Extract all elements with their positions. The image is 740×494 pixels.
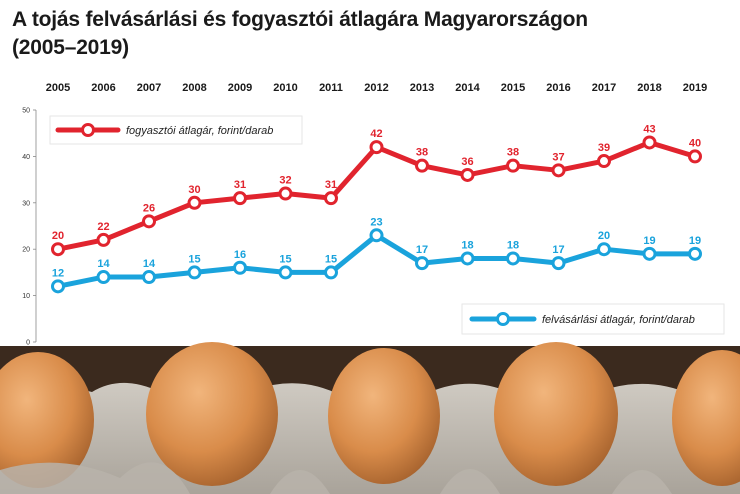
data-label-consumer: 39 (598, 142, 610, 154)
x-tick-label: 2007 (137, 82, 161, 94)
data-label-purchase: 12 (52, 267, 64, 279)
x-tick-label: 2016 (546, 82, 570, 94)
data-point-consumer (324, 191, 338, 206)
data-label-consumer: 38 (507, 147, 519, 159)
x-tick-label: 2008 (182, 82, 206, 94)
data-point-purchase (96, 270, 111, 285)
data-point-purchase (597, 242, 611, 257)
data-point-consumer (278, 186, 293, 201)
data-point-purchase (187, 265, 202, 280)
data-label-consumer: 30 (188, 184, 200, 196)
data-point-consumer (506, 158, 520, 173)
egg (672, 350, 740, 486)
x-tick-label: 2018 (637, 82, 661, 94)
legend-label-consumer: fogyasztói átlagár, forint/darab (126, 125, 273, 137)
egg (494, 342, 618, 486)
data-point-purchase (369, 228, 384, 243)
data-label-purchase: 19 (643, 235, 655, 247)
y-tick-label: 50 (22, 108, 30, 115)
data-label-consumer: 31 (325, 179, 337, 191)
egg (328, 348, 440, 484)
data-label-purchase: 18 (461, 239, 473, 251)
data-point-purchase (551, 256, 566, 271)
data-label-purchase: 15 (325, 253, 337, 265)
data-label-purchase: 16 (234, 249, 246, 261)
data-point-consumer (96, 232, 111, 247)
x-tick-label: 2006 (91, 82, 115, 94)
y-tick-label: 0 (26, 340, 30, 347)
data-label-consumer: 36 (461, 156, 473, 168)
data-point-consumer (187, 195, 202, 210)
data-point-purchase (688, 246, 702, 261)
y-tick-label: 20 (22, 247, 30, 254)
legend-purchase: felvásárlási átlagár, forint/darab (461, 303, 725, 335)
egg (146, 342, 278, 486)
data-label-purchase: 15 (188, 253, 200, 265)
data-point-purchase (324, 265, 338, 280)
data-label-consumer: 42 (370, 128, 382, 140)
x-tick-label: 2013 (410, 82, 434, 94)
data-label-purchase: 17 (552, 244, 564, 256)
legend-marker (496, 312, 510, 326)
data-point-purchase (460, 251, 475, 266)
data-label-purchase: 15 (279, 253, 291, 265)
data-point-consumer (460, 167, 475, 182)
data-label-consumer: 38 (416, 147, 428, 159)
data-point-consumer (142, 214, 156, 229)
data-point-consumer (642, 135, 657, 150)
x-tick-label: 2012 (364, 82, 388, 94)
data-point-consumer (551, 163, 566, 178)
title-line-2: (2005–2019) (12, 36, 129, 59)
data-point-consumer (597, 154, 611, 169)
legend-consumer: fogyasztói átlagár, forint/darab (49, 115, 303, 145)
data-point-purchase (142, 270, 156, 285)
data-point-purchase (278, 265, 293, 280)
data-point-consumer (415, 158, 429, 173)
data-point-consumer (688, 149, 702, 164)
data-label-consumer: 43 (643, 123, 655, 135)
data-label-consumer: 31 (234, 179, 246, 191)
legend-marker (81, 123, 95, 137)
data-point-purchase (233, 260, 247, 275)
egg-carton-image (0, 342, 740, 494)
egg (0, 352, 94, 488)
x-tick-label: 2009 (228, 82, 252, 94)
data-label-consumer: 37 (552, 151, 564, 163)
x-tick-label: 2011 (319, 82, 343, 94)
data-label-purchase: 18 (507, 239, 519, 251)
x-tick-label: 2005 (46, 82, 70, 94)
data-label-purchase: 23 (370, 216, 382, 228)
data-label-consumer: 26 (143, 202, 155, 214)
data-label-purchase: 17 (416, 244, 428, 256)
data-point-purchase (506, 251, 520, 266)
data-label-purchase: 19 (689, 235, 701, 247)
data-point-consumer (51, 242, 65, 257)
data-label-purchase: 14 (97, 258, 110, 270)
x-tick-label: 2019 (683, 82, 707, 94)
x-tick-label: 2010 (273, 82, 297, 94)
data-point-purchase (51, 279, 65, 294)
x-tick-label: 2017 (592, 82, 616, 94)
y-tick-label: 30 (22, 200, 30, 207)
y-tick-label: 40 (22, 154, 30, 161)
page-title: A tojás felvásárlási és fogyasztói átlag… (12, 6, 588, 62)
x-tick-label: 2015 (501, 82, 525, 94)
legend-label-purchase: felvásárlási átlagár, forint/darab (542, 314, 695, 326)
data-label-purchase: 20 (598, 230, 610, 242)
data-label-consumer: 20 (52, 230, 64, 242)
data-point-purchase (415, 256, 429, 271)
title-line-1: A tojás felvásárlási és fogyasztói átlag… (12, 8, 588, 31)
data-label-purchase: 14 (143, 258, 156, 270)
data-point-consumer (233, 191, 247, 206)
x-tick-label: 2014 (455, 82, 480, 94)
data-label-consumer: 32 (279, 175, 291, 187)
y-tick-label: 10 (22, 293, 30, 300)
data-label-consumer: 22 (97, 221, 109, 233)
data-point-consumer (369, 140, 384, 155)
data-point-purchase (642, 246, 657, 261)
data-label-consumer: 40 (689, 137, 701, 149)
